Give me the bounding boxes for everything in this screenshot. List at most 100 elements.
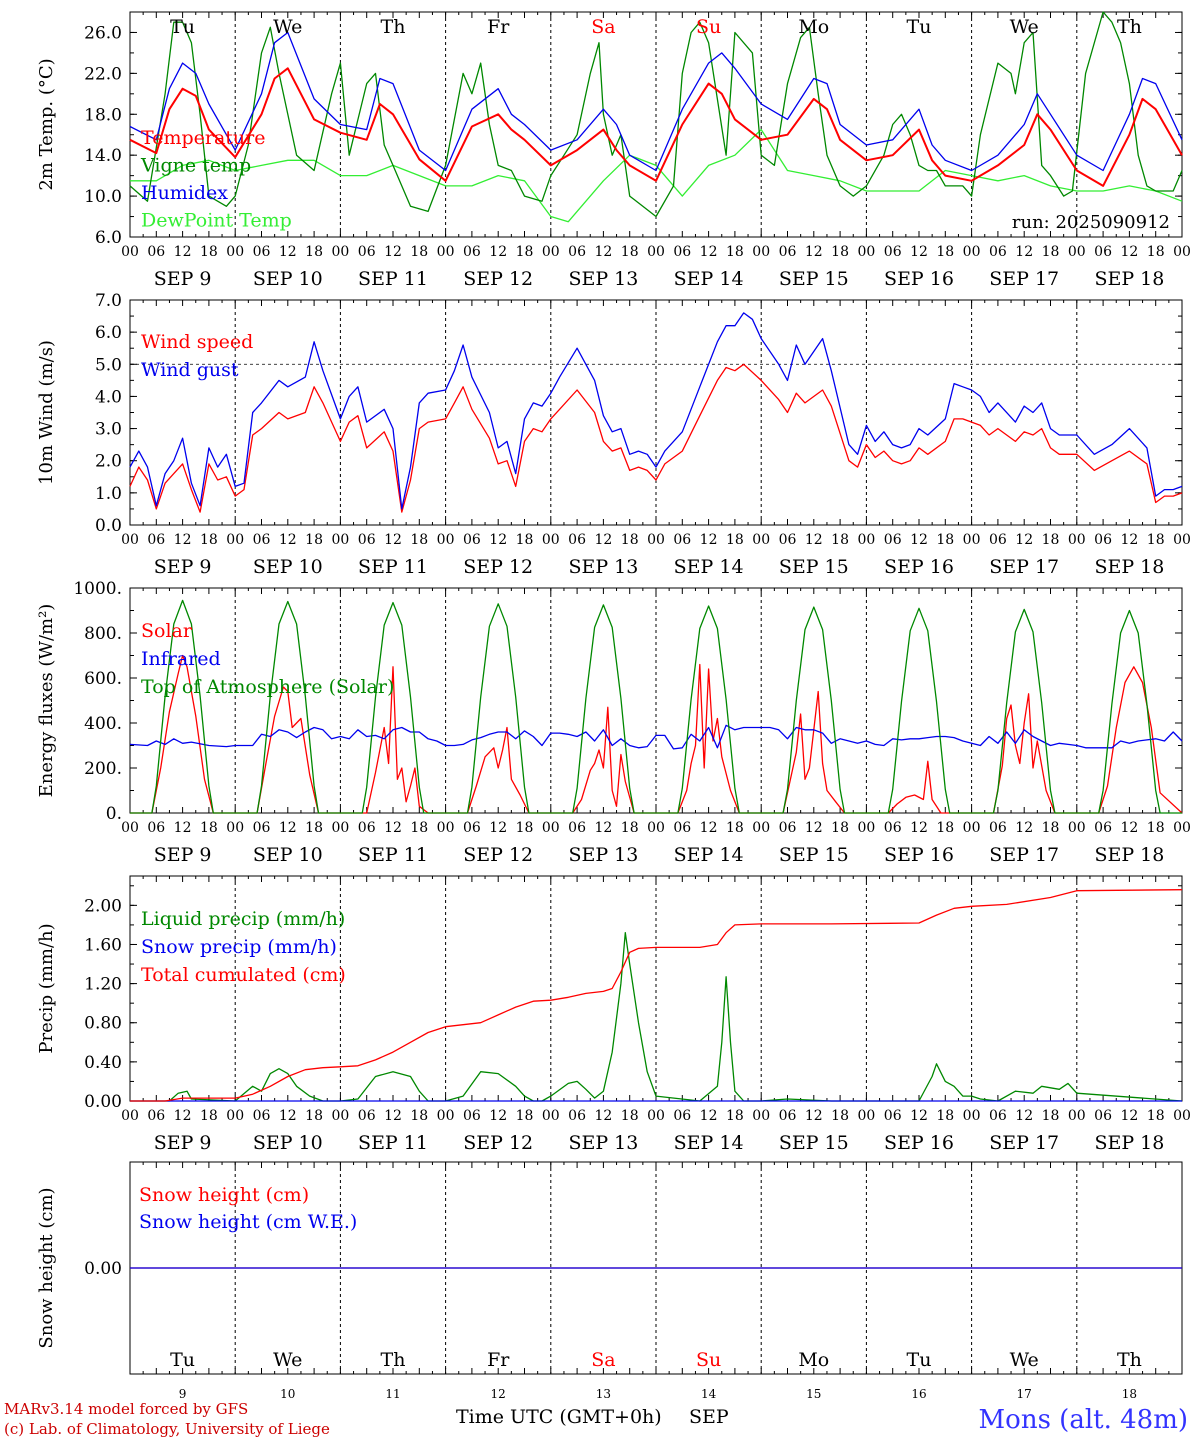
hour-tick-label: 12 — [1015, 1108, 1033, 1124]
hour-tick-label: 06 — [779, 820, 797, 836]
y-axis-label: 2m Temp. (°C) — [36, 58, 57, 190]
date-label: SEP 18 — [1094, 844, 1164, 866]
hour-tick-label: 06 — [779, 1108, 797, 1124]
y-axis-label: Snow height (cm) — [36, 1187, 57, 1348]
hour-tick-label: 00 — [963, 820, 981, 836]
day-of-week-label: Su — [696, 16, 721, 38]
hour-tick-label: 00 — [542, 532, 560, 548]
panel-frame — [129, 587, 1183, 814]
day-of-week-label: We — [1010, 16, 1039, 38]
legend-entry: DewPoint Temp — [141, 210, 292, 232]
y-tick-label: 0.80 — [84, 1014, 122, 1034]
hour-tick-label: 12 — [279, 532, 297, 548]
y-tick-label: 1.0 — [95, 484, 122, 504]
day-of-week-label: Mo — [798, 1349, 829, 1371]
hour-tick-label: 18 — [410, 820, 428, 836]
hour-tick-label: 18 — [410, 1108, 428, 1124]
date-label: SEP 12 — [463, 1132, 533, 1154]
hour-tick-label: 06 — [358, 244, 376, 260]
series-line-top-of-atmosphere-solar — [130, 599, 1182, 814]
hour-tick-label: 12 — [384, 532, 402, 548]
day-number-label: 17 — [1017, 1387, 1032, 1401]
day-number-label: 12 — [491, 1387, 506, 1401]
hour-tick-label: 00 — [542, 244, 560, 260]
day-of-week-label: Sa — [591, 1349, 615, 1371]
date-label: SEP 12 — [463, 844, 533, 866]
y-tick-label: 10.0 — [84, 187, 122, 207]
hour-tick-label: 00 — [331, 820, 349, 836]
hour-tick-label: 12 — [489, 244, 507, 260]
y-tick-label: 3.0 — [95, 420, 122, 440]
hour-tick-label: 00 — [437, 532, 455, 548]
panel-1 — [129, 11, 1183, 238]
day-of-week-label: Fr — [487, 1349, 510, 1371]
series-line-temperature — [129, 67, 1183, 187]
hour-tick-label: 18 — [621, 244, 639, 260]
legend-entry: Liquid precip (mm/h) — [141, 908, 345, 930]
y-tick-label: 6.0 — [95, 228, 122, 248]
hour-tick-label: 00 — [963, 532, 981, 548]
date-label: SEP 11 — [358, 1132, 428, 1154]
hour-tick-label: 00 — [437, 1108, 455, 1124]
hour-tick-label: 18 — [1042, 820, 1060, 836]
day-of-week-label: Th — [1117, 1349, 1142, 1371]
hour-tick-label: 06 — [1094, 244, 1112, 260]
hour-tick-label: 18 — [1147, 244, 1165, 260]
y-tick-label: 0.00 — [84, 1092, 122, 1112]
hour-tick-label: 06 — [358, 820, 376, 836]
date-label: SEP 15 — [779, 844, 849, 866]
hour-tick-label: 12 — [489, 1108, 507, 1124]
hour-tick-label: 12 — [279, 244, 297, 260]
y-axis-label: Energy fluxes (W/m²) — [36, 604, 57, 798]
hour-tick-label: 18 — [516, 820, 534, 836]
hour-tick-label: 06 — [253, 1108, 271, 1124]
date-label: SEP 15 — [779, 556, 849, 578]
hour-tick-label: 06 — [568, 1108, 586, 1124]
hour-tick-label: 18 — [726, 1108, 744, 1124]
hour-tick-label: 06 — [884, 244, 902, 260]
hour-tick-label: 06 — [463, 820, 481, 836]
hour-tick-label: 00 — [1068, 820, 1086, 836]
hour-tick-label: 00 — [963, 1108, 981, 1124]
hour-tick-label: 12 — [805, 1108, 823, 1124]
date-label: SEP 14 — [674, 556, 744, 578]
hour-tick-label: 12 — [700, 532, 718, 548]
legend-entry: Snow height (cm W.E.) — [139, 1211, 357, 1233]
series-line-wind-speed — [129, 363, 1183, 513]
day-of-week-label: Sa — [591, 16, 615, 38]
y-tick-label: 4.0 — [95, 387, 122, 407]
hour-tick-label: 00 — [331, 244, 349, 260]
y-tick-label: 1.60 — [84, 935, 122, 955]
date-label: SEP 13 — [568, 268, 638, 290]
hour-tick-label: 12 — [805, 820, 823, 836]
hour-tick-label: 18 — [305, 1108, 323, 1124]
day-number-label: 10 — [280, 1387, 295, 1401]
date-label: SEP 18 — [1094, 268, 1164, 290]
y-tick-label: 5.0 — [95, 355, 122, 375]
y-tick-label: 1.20 — [84, 975, 122, 995]
legend-entry: Humidex — [141, 182, 228, 204]
hour-tick-label: 00 — [857, 532, 875, 548]
hour-tick-label: 06 — [463, 1108, 481, 1124]
day-number-label: 15 — [806, 1387, 821, 1401]
hour-tick-label: 00 — [857, 820, 875, 836]
hour-tick-label: 00 — [963, 244, 981, 260]
day-number-label: 16 — [911, 1387, 926, 1401]
hour-tick-label: 00 — [542, 820, 560, 836]
hour-tick-label: 12 — [910, 244, 928, 260]
hour-tick-label: 06 — [147, 1108, 165, 1124]
hour-tick-label: 18 — [516, 244, 534, 260]
hour-tick-label: 00 — [542, 1108, 560, 1124]
y-tick-label: 26.0 — [84, 23, 122, 43]
hour-tick-label: 06 — [989, 244, 1007, 260]
day-of-week-label: We — [1010, 1349, 1039, 1371]
hour-tick-label: 18 — [200, 244, 218, 260]
series-line-liquid-precip-mm-h — [130, 932, 1183, 1102]
hour-tick-label: 18 — [1147, 532, 1165, 548]
hour-tick-label: 06 — [253, 820, 271, 836]
series-line-vigne-temp — [129, 11, 1183, 218]
hour-tick-label: 00 — [226, 1108, 244, 1124]
hour-tick-label: 06 — [1094, 532, 1112, 548]
hour-tick-label: 12 — [1015, 532, 1033, 548]
hour-tick-label: 00 — [331, 532, 349, 548]
